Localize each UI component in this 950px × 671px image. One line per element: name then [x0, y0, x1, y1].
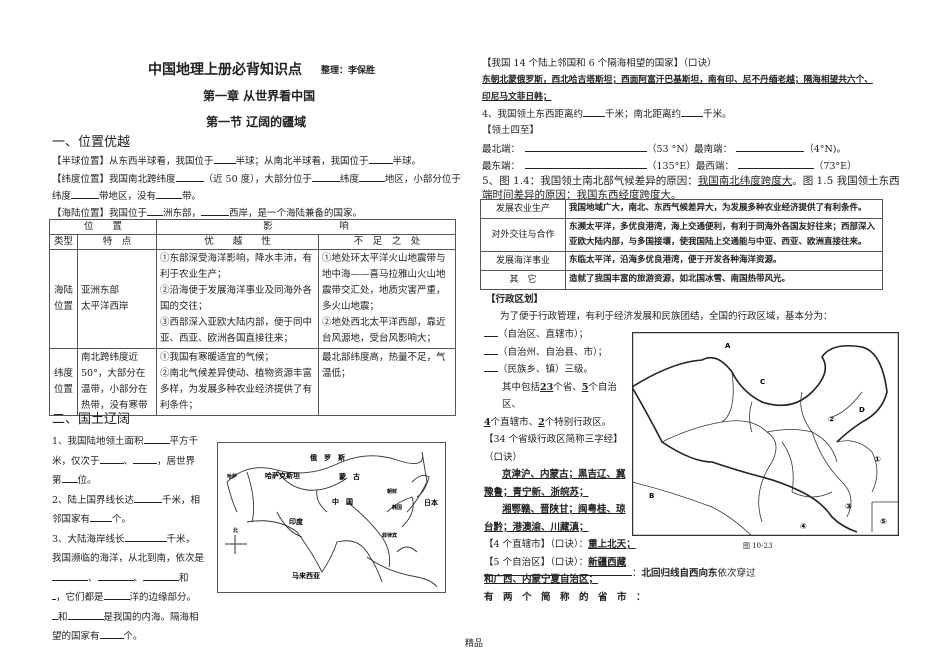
table-row: 海陆位置 亚洲东部 太平洋西岸 ①东部深受海洋影响，降水丰沛，有利于农业生产； ②沿… — [49, 249, 456, 349]
table-row: 发展海洋事业 东临太平洋，沿海多优良港湾，便于开发各种海洋资源。 — [480, 251, 883, 271]
map-label-3: ③ — [845, 502, 852, 511]
climate-reason: 5、图 1.4：我国领土南北部气候差异的原因：我国南北纬度跨度大。图 1.5 我… — [482, 175, 900, 187]
time-reason: 端时间差异的原因：我国东西经度跨度大。 — [482, 189, 682, 201]
cell-disadvantage: 最北部纬度高，热量不足，气温低； — [318, 348, 456, 416]
label-malaysia: 马来西亚 — [292, 571, 320, 580]
label-philippines: 菲律宾 — [382, 532, 397, 539]
label-china: 中 国 — [332, 497, 353, 506]
cell-feature: 南北跨纬度近50°，大部分在温带，小部分在热带，没有寒带 — [77, 348, 157, 416]
row-key: 发展海洋事业 — [480, 251, 566, 271]
sea-land-line: 【海陆位置】我国位于 洲东部， 西岸，是一个海陆兼备的国家。 — [52, 208, 363, 219]
admin-text: （自治区、直辖市）； （自治州、自治县、市）； （民族乡、镇）三级。 其中包括2… — [484, 329, 646, 603]
header-advantage: 优 越 性 — [156, 234, 319, 250]
label-north: 北 — [233, 527, 238, 534]
label-india: 印度 — [289, 517, 304, 526]
admin-intro: 为了便于行政管理，有利于经济发展和民族团结，全国的行政区域，基本分为： — [500, 311, 833, 322]
map-label-1: ① — [874, 455, 881, 464]
table-row: 纬度位置 南北跨纬度近50°，大部分在温带，小部分在热带，没有寒带 ①我国有寒暖适宜… — [49, 348, 456, 416]
cell-disadvantage: ①地处环太平洋火山地震带与地中海——喜马拉雅山火山地震带交汇处，地质灾害严重，多… — [318, 249, 456, 349]
cell-type: 海陆位置 — [49, 249, 78, 349]
heading-territory: 二、国土辽阔 — [52, 412, 131, 427]
cell-advantage: ①东部深受海洋影响，降水丰沛，有利于农业生产； ②沿海便于发展海洋事业及同海外各… — [156, 249, 319, 349]
label-small: 哈萨 — [227, 473, 237, 480]
neighbors-mnemonic: 东朝北蒙俄罗斯，西北哈吉塔斯坦；西面阿富汗巴基斯坦，南有印、尼不丹缅老越；隔海相… — [482, 75, 873, 85]
header-disadvantage: 不 足 之 处 — [318, 234, 456, 250]
header-position: 位 置 — [49, 219, 157, 235]
label-russia: 俄 罗 斯 — [309, 453, 345, 462]
label-kazakhstan: 哈萨克斯坦 — [265, 471, 300, 480]
map-caption: 图 10-23 — [743, 542, 773, 550]
map-label-b: B — [649, 492, 654, 500]
distance-line: 4、我国领土东西距离约 千米；南北距离约 千米。 — [482, 109, 732, 120]
map-label-5: ⑤ — [880, 517, 887, 526]
row-key: 其 它 — [480, 270, 566, 290]
chapter-title: 第一章 从世界看中国 — [203, 89, 316, 103]
row-value: 我国地域广大，南北、东西气候差异大，为发展多种农业经济提供了有利条件。 — [565, 199, 883, 219]
map-label-2: ② — [828, 415, 835, 424]
extremes-heading: 【领土四至】 — [482, 125, 540, 136]
row-key: 对外交往与合作 — [480, 218, 566, 252]
cell-advantage: ①我国有寒暖适宜的气候； ②南北气候差异使动、植物资源丰富多样，为发展多种农业经… — [156, 348, 319, 416]
neighbors-mnemonic-2: 印尼马文菲日韩； — [482, 92, 552, 102]
label-mongolia: 蒙 古 — [339, 472, 360, 481]
row-value: 造就了我国丰富的旅游资源，如北国冰雪、南国热带风光。 — [565, 270, 883, 290]
header-effect: 影 响 — [156, 219, 456, 235]
map-label-a: A — [725, 342, 731, 350]
territory-questions: 1、我国陆地领土面积 平方千 米，仅次于、，居世界 第位。 2、陆上国界线长达 千米… — [52, 436, 205, 642]
asia-map: 俄 罗 斯 哈萨克斯坦 哈萨 蒙 古 中 国 印度 朝鲜 韩国 日本 菲律宾 马… — [217, 442, 446, 593]
hemisphere-line: 【半球位置】从东西半球看，我国位于 半球；从南北半球看，我国位于 半球。 — [52, 156, 422, 167]
row-value: 东临太平洋，沿海多优良港湾，便于开发各种海洋资源。 — [565, 251, 883, 271]
section-title: 第一节 辽阔的疆域 — [206, 115, 307, 129]
china-admin-map: A C D B ① ② ③ ④ ⑤ — [632, 332, 899, 536]
cell-type: 纬度位置 — [49, 348, 78, 416]
cell-feature: 亚洲东部 太平洋西岸 — [77, 249, 157, 349]
map-label-d: D — [859, 406, 865, 414]
admin-heading: 【行政区划】 — [486, 294, 544, 305]
neighbors-heading: 【我国 14 个陆上邻国和 6 个隔海相望的国家】（口诀） — [482, 58, 717, 69]
doc-title: 中国地理上册必背知识点 — [148, 62, 302, 78]
latitude-line-2: 纬度 带地区，没有 带。 — [52, 191, 202, 202]
table-row: 发展农业生产 我国地域广大，南北、东西气候差异大，为发展多种农业经济提供了有利条件… — [480, 199, 883, 219]
label-dprk: 朝鲜 — [387, 488, 397, 495]
row-key: 发展农业生产 — [480, 199, 566, 219]
table-row: 其 它造就了我国丰富的旅游资源，如北国冰雪、南国热带风光。 — [480, 270, 883, 290]
advantage-table: 发展农业生产 我国地域广大，南北、东西气候差异大，为发展多种农业经济提供了有利条件… — [480, 199, 883, 290]
map-label-c: C — [760, 378, 765, 386]
header-type: 类型 — [49, 234, 78, 250]
label-korea: 韩国 — [392, 504, 402, 511]
author: 整理：李保胜 — [321, 66, 376, 76]
footer: 精品 — [465, 639, 484, 649]
location-table: 位 置影 响 类型特 点优 越 性不 足 之 处 海陆位置 亚洲东部 太平洋西岸 ①… — [49, 219, 456, 416]
compass-icon — [225, 535, 247, 554]
header-feature: 特 点 — [77, 234, 157, 250]
table-row: 对外交往与合作 东濒太平洋，多优良港湾，海上交通便利，有利于同海外各国友好往来；西… — [480, 218, 883, 252]
tropic-line: ：北回归线自西向东依次穿过 — [484, 566, 756, 580]
map-label-4: ④ — [800, 522, 807, 531]
east-west-line: 最东端： （135°E）最西端： （73°E） — [482, 161, 857, 172]
heading-location: 一、位置优越 — [52, 135, 131, 150]
label-japan: 日本 — [424, 498, 438, 507]
north-south-line: 最北端： （53 °N）最南端： （4°N)。 — [482, 144, 847, 155]
latitude-line: 【纬度位置】我国南北跨纬度 （近 50 度），大部分位于 纬度 地区，小部分位于 — [52, 174, 461, 185]
row-value: 东濒太平洋，多优良港湾，海上交通便利，有利于同海外各国友好往来；西部深入亚欧大陆… — [565, 218, 883, 252]
